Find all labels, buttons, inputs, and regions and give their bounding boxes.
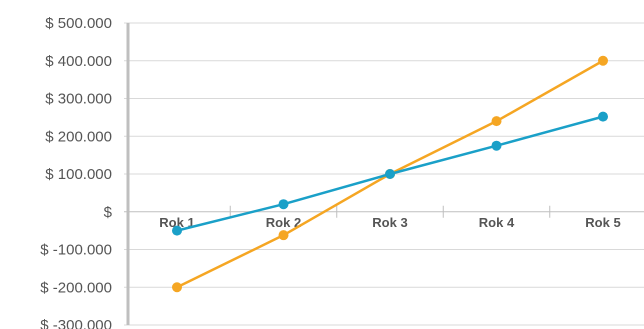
y-tick-label: $ -200.000 <box>40 279 112 296</box>
x-axis-tick-labels: Rok 1 Rok 2 Rok 3 Rok 4 Rok 5 <box>159 215 620 230</box>
y-tick-label: $ -100.000 <box>40 242 112 259</box>
y-tick-label: $ 200.000 <box>45 128 112 145</box>
data-point <box>491 116 502 127</box>
y-tick-label: $ 500.000 <box>45 15 112 32</box>
data-point <box>598 111 608 122</box>
y-tick-label: $ 100.000 <box>45 166 112 183</box>
gridlines <box>124 22 644 326</box>
data-point <box>172 282 182 293</box>
data-point <box>278 199 289 210</box>
data-point <box>278 230 289 241</box>
x-tick-label: Rok 3 <box>372 215 407 230</box>
x-tick-label: Rok 5 <box>585 215 620 230</box>
x-tick-label: Rok 4 <box>479 215 515 230</box>
x-tick-label: Rok 1 <box>159 215 194 230</box>
x-tick-label: Rok 2 <box>266 215 301 230</box>
y-tick-label: $ <box>104 204 113 221</box>
data-point <box>172 225 182 236</box>
y-tick-label: $ -300.000 <box>40 317 112 329</box>
data-point <box>491 140 502 151</box>
y-axis-tick-labels: $ 500.000 $ 400.000 $ 300.000 $ 200.000 $ 10… <box>40 15 112 329</box>
data-series <box>172 55 608 293</box>
axes <box>124 23 644 325</box>
y-tick-label: $ 400.000 <box>45 53 112 70</box>
data-point <box>598 55 608 66</box>
y-tick-label: $ 300.000 <box>45 91 112 108</box>
data-point <box>385 169 395 179</box>
